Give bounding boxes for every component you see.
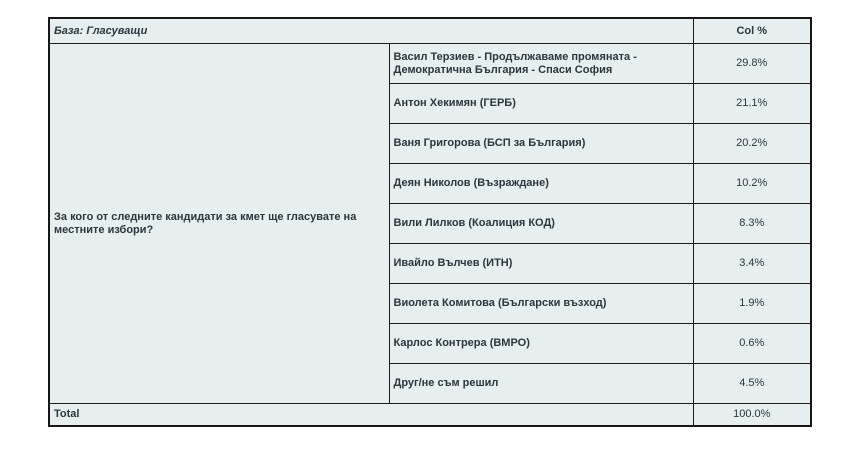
- candidate-cell: Васил Терзиев - Продължаваме промяната -…: [388, 43, 694, 84]
- percent-cell: 3.4%: [692, 243, 812, 284]
- percent-cell: 8.3%: [692, 203, 812, 244]
- candidate-cell: Ваня Григорова (БСП за България): [388, 123, 694, 164]
- candidate-cell: Ивайло Вълчев (ИТН): [388, 243, 694, 284]
- percent-cell: 10.2%: [692, 163, 812, 204]
- candidate-cell: Друг/не съм решил: [388, 363, 694, 404]
- results-table: База: Гласуващи Col % За кого от следнит…: [48, 17, 812, 427]
- candidate-cell: Виолета Комитова (Български възход): [388, 283, 694, 324]
- table-header-row: База: Гласуващи Col %: [48, 17, 812, 44]
- percent-cell: 20.2%: [692, 123, 812, 164]
- base-label: База: Гласуващи: [48, 17, 694, 44]
- percent-cell: 29.8%: [692, 43, 812, 84]
- percent-cell: 4.5%: [692, 363, 812, 404]
- table-row: Друг/не съм решил 4.5%: [49, 363, 812, 404]
- percent-cell: 0.6%: [692, 323, 812, 364]
- col-percent-header: Col %: [692, 17, 812, 44]
- percent-cell: 1.9%: [692, 283, 812, 324]
- results-table-container: База: Гласуващи Col % За кого от следнит…: [48, 17, 812, 427]
- table-row: За кого от следните кандидати за кмет ще…: [48, 43, 812, 404]
- candidate-cell: Антон Хекимян (ГЕРБ): [388, 83, 694, 124]
- table-row: Ивайло Вълчев (ИТН) 3.4%: [49, 243, 812, 284]
- question-cell: За кого от следните кандидати за кмет ще…: [48, 43, 390, 404]
- candidate-cell: Карлос Контрера (ВМРО): [388, 323, 694, 364]
- percent-cell: 21.1%: [692, 83, 812, 124]
- candidate-cell: Вили Лилков (Коалиция КОД): [388, 203, 694, 244]
- candidate-cell: Деян Николов (Възраждане): [388, 163, 694, 204]
- total-value: 100.0%: [692, 403, 812, 427]
- total-row: Total 100.0%: [48, 403, 812, 427]
- total-label: Total: [48, 403, 694, 427]
- table-row: Деян Николов (Възраждане) 10.2%: [49, 163, 812, 204]
- table-row: Антон Хекимян (ГЕРБ) 21.1%: [49, 83, 812, 124]
- table-row: Виолета Комитова (Български възход) 1.9%: [49, 283, 812, 324]
- table-row: Вили Лилков (Коалиция КОД) 8.3%: [49, 203, 812, 244]
- table-row: Карлос Контрера (ВМРО) 0.6%: [49, 323, 812, 364]
